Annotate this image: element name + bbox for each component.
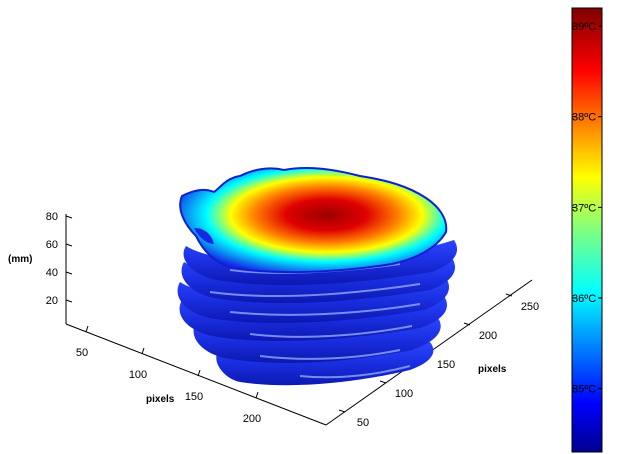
colorbar-tick-label: 36ºC [572, 293, 596, 305]
y-axis-ticks: 50 100 150 200 250 [338, 293, 539, 429]
layer-highlights [209, 263, 421, 379]
z-tick-mark [65, 271, 73, 275]
y-tick-mark [463, 322, 471, 326]
y-tick-label: 200 [479, 330, 497, 342]
z-tick-mark [65, 243, 73, 247]
colorbar-tick-label: 37ºC [572, 202, 596, 214]
y-axis-label: pixels [478, 364, 507, 375]
surface-top-notch [194, 228, 214, 244]
x-tick-label: 50 [76, 347, 88, 359]
z-tick-label: 80 [46, 211, 58, 223]
z-tick-mark [65, 299, 73, 303]
z-axis-label: (mm) [8, 254, 32, 265]
colorbar-gradient [571, 7, 603, 453]
z-tick-mark [65, 215, 73, 219]
colorbar-tick-label: 39ºC [572, 21, 596, 33]
x-tick-label: 100 [129, 369, 147, 381]
surface-top-layer [179, 167, 448, 274]
x-axis-line [65, 323, 327, 426]
x-axis-ticks: 50 100 150 200 [76, 325, 261, 425]
y-tick-label: 250 [521, 301, 539, 313]
x-tick-label: 150 [185, 391, 203, 403]
colorbar-tick-label: 35ºC [572, 384, 596, 396]
x-tick-label: 200 [243, 413, 261, 425]
z-tick-label: 20 [46, 295, 58, 307]
colorbar-ticks: 35ºC 36ºC 37ºC 38ºC 39ºC [572, 21, 602, 396]
y-tick-label: 150 [437, 359, 455, 371]
y-tick-mark [505, 293, 513, 297]
z-tick-label: 40 [46, 267, 58, 279]
surface-layer-2 [193, 318, 441, 364]
x-tick-mark [85, 325, 89, 333]
z-axis-ticks: 20 40 60 80 [46, 211, 73, 307]
colorbar-tick-label: 38ºC [572, 112, 596, 124]
y-tick-mark [379, 380, 387, 384]
y-tick-label: 100 [395, 388, 413, 400]
surface-stack [177, 167, 458, 386]
colorbar: 35ºC 36ºC 37ºC 38ºC 39ºC [571, 7, 603, 453]
x-tick-mark [255, 391, 259, 399]
x-tick-mark [141, 347, 145, 355]
y-tick-mark [338, 409, 346, 413]
x-axis-label: pixels [146, 394, 175, 405]
y-tick-label: 50 [357, 417, 369, 429]
z-tick-label: 60 [46, 239, 58, 251]
x-tick-mark [197, 369, 201, 377]
